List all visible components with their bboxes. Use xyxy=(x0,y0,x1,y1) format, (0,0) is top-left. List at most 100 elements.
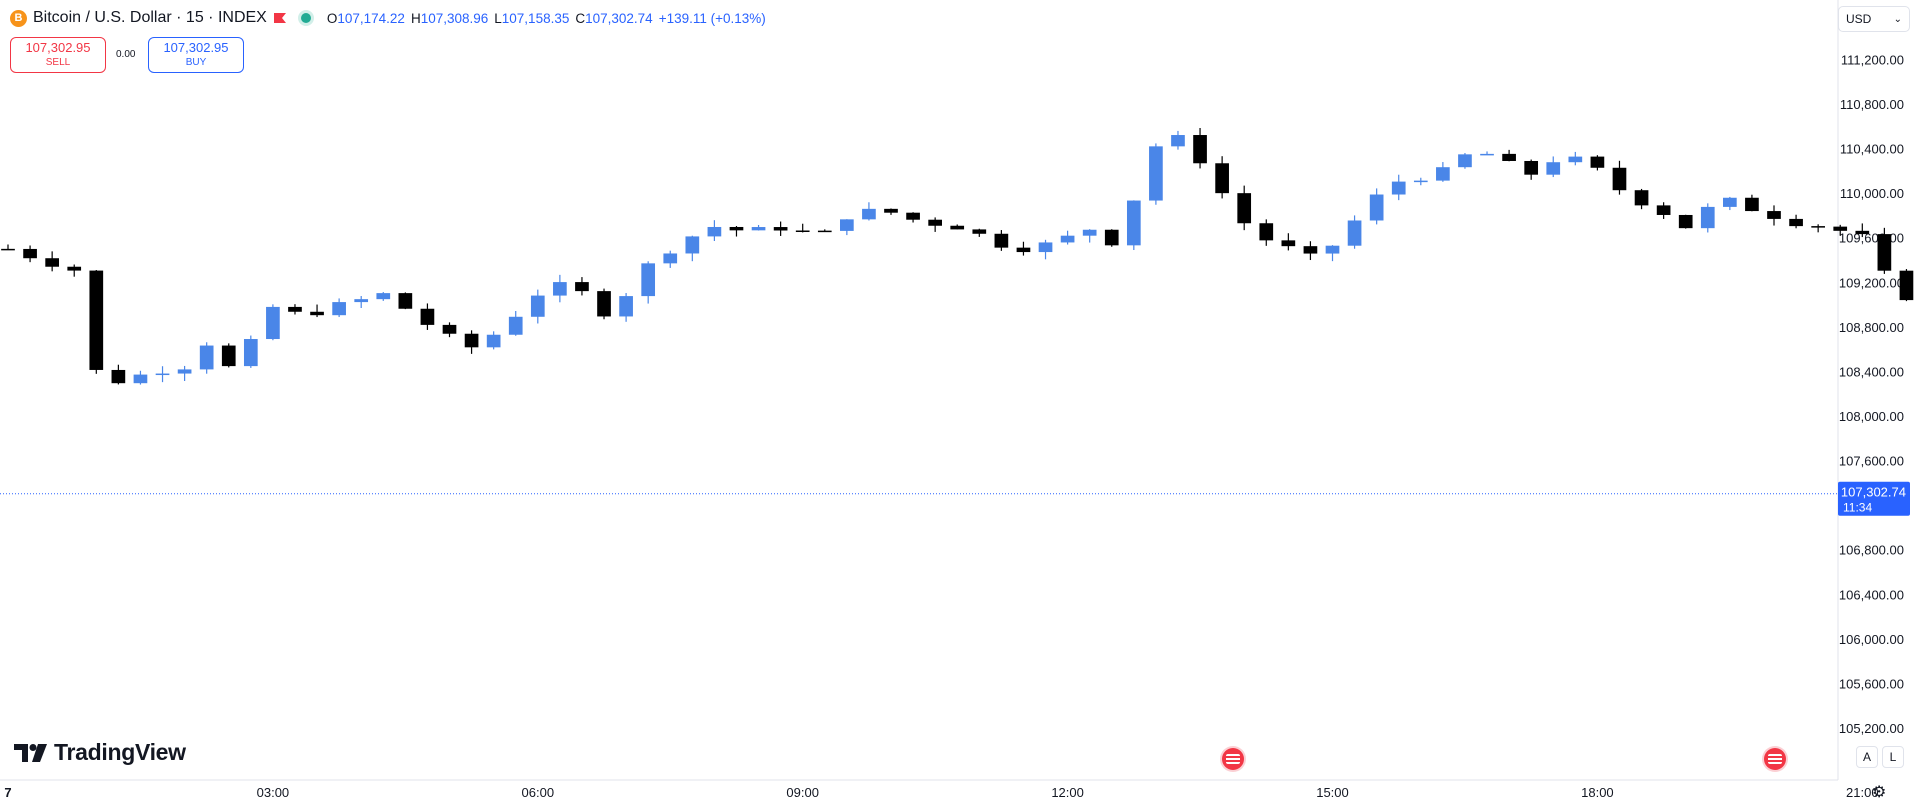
candle-body[interactable] xyxy=(67,266,82,271)
candle-body[interactable] xyxy=(685,236,700,254)
candle-body[interactable] xyxy=(1546,162,1561,175)
candle-body[interactable] xyxy=(817,230,832,233)
candle-body[interactable] xyxy=(221,345,236,367)
candle-body[interactable] xyxy=(1,248,15,251)
candle-body[interactable] xyxy=(1877,234,1892,271)
candle-body[interactable] xyxy=(1237,193,1252,224)
candle-body[interactable] xyxy=(530,295,545,317)
candle-body[interactable] xyxy=(1899,270,1914,301)
candle-body[interactable] xyxy=(111,369,126,384)
candle-body[interactable] xyxy=(575,282,589,292)
candle-body[interactable] xyxy=(1391,181,1406,195)
candle-body[interactable] xyxy=(1590,156,1605,168)
candle-body[interactable] xyxy=(1855,230,1870,235)
candle-body[interactable] xyxy=(1082,229,1097,236)
candle-body[interactable] xyxy=(1480,153,1494,156)
candle-body[interactable] xyxy=(1325,245,1340,254)
candle-body[interactable] xyxy=(1458,154,1472,168)
economic-event-us-flag-icon[interactable] xyxy=(1222,748,1244,770)
candle-body[interactable] xyxy=(177,369,192,374)
candle-body[interactable] xyxy=(332,302,346,316)
candle-body[interactable] xyxy=(663,253,678,264)
candle-body[interactable] xyxy=(1149,146,1163,201)
candle-body[interactable] xyxy=(1104,229,1119,246)
candle-body[interactable] xyxy=(597,291,611,317)
candle-body[interactable] xyxy=(1678,214,1693,229)
candle-body[interactable] xyxy=(1656,205,1671,215)
candle-body[interactable] xyxy=(376,293,391,300)
candle-body[interactable] xyxy=(1281,240,1296,247)
candle-body[interactable] xyxy=(641,263,656,297)
candle-body[interactable] xyxy=(442,324,457,334)
candle-body[interactable] xyxy=(155,373,170,376)
candle-body[interactable] xyxy=(1215,163,1229,194)
candle-body[interactable] xyxy=(23,248,37,259)
candle-body[interactable] xyxy=(1016,247,1031,253)
candle-body[interactable] xyxy=(133,374,148,384)
candle-body[interactable] xyxy=(1347,220,1362,246)
candle-body[interactable] xyxy=(1700,206,1715,229)
candle-body[interactable] xyxy=(398,293,413,309)
candle-body[interactable] xyxy=(1811,226,1825,228)
candle-body[interactable] xyxy=(1634,190,1649,206)
candle-body[interactable] xyxy=(1126,200,1141,246)
candle-body[interactable] xyxy=(1193,135,1207,164)
symbol-title[interactable]: Bitcoin / U.S. Dollar · 15 · INDEX xyxy=(33,9,267,26)
candle-body[interactable] xyxy=(1524,160,1539,175)
candle-body[interactable] xyxy=(1369,194,1384,221)
candle-body[interactable] xyxy=(464,333,479,348)
candle-body[interactable] xyxy=(508,316,523,335)
candle-body[interactable] xyxy=(906,212,920,220)
candle-body[interactable] xyxy=(795,230,810,233)
candle-body[interactable] xyxy=(486,334,501,348)
candle-body[interactable] xyxy=(1436,167,1450,181)
auto-scale-button[interactable]: A xyxy=(1856,746,1878,768)
tradingview-logo[interactable]: TradingView xyxy=(14,739,186,766)
flag-icon[interactable] xyxy=(273,12,287,24)
candle-body[interactable] xyxy=(1060,235,1075,243)
candle-body[interactable] xyxy=(1767,211,1781,219)
currency-select[interactable]: USD ⌄ xyxy=(1838,6,1910,32)
candle-body[interactable] xyxy=(707,226,722,237)
candle-body[interactable] xyxy=(928,219,942,226)
candle-body[interactable] xyxy=(1612,167,1627,191)
candle-body[interactable] xyxy=(420,308,435,325)
candle-body[interactable] xyxy=(1723,197,1737,207)
candle-body[interactable] xyxy=(619,296,633,317)
economic-event-us-flag-icon[interactable] xyxy=(1764,748,1786,770)
candle-body[interactable] xyxy=(266,306,280,340)
candle-body[interactable] xyxy=(840,219,854,231)
candle-body[interactable] xyxy=(1413,180,1428,183)
candle-body[interactable] xyxy=(1303,246,1318,254)
candle-body[interactable] xyxy=(310,311,324,316)
candle-body[interactable] xyxy=(1789,218,1803,227)
candle-body[interactable] xyxy=(729,226,744,231)
candle-body[interactable] xyxy=(1259,223,1274,241)
buy-button[interactable]: 107,302.95 BUY xyxy=(148,37,244,73)
candle-body[interactable] xyxy=(950,225,965,230)
candle-body[interactable] xyxy=(751,227,766,231)
candle-body[interactable] xyxy=(199,345,214,370)
candle-body[interactable] xyxy=(1745,197,1759,212)
candle-body[interactable] xyxy=(1568,156,1583,163)
sell-button[interactable]: 107,302.95 SELL xyxy=(10,37,106,73)
candle-body[interactable] xyxy=(89,270,104,370)
gear-icon[interactable]: ⚙ xyxy=(1872,784,1887,801)
candle-body[interactable] xyxy=(1502,153,1516,161)
candle-body[interactable] xyxy=(862,208,876,220)
candle-body[interactable] xyxy=(1038,242,1053,253)
candle-body[interactable] xyxy=(994,233,1009,248)
candle-body[interactable] xyxy=(1833,226,1848,231)
candle-body[interactable] xyxy=(972,229,987,234)
candle-body[interactable] xyxy=(1171,135,1185,147)
candle-body[interactable] xyxy=(553,282,567,296)
log-scale-button[interactable]: L xyxy=(1882,746,1904,768)
candle-body[interactable] xyxy=(773,227,788,231)
candle-body[interactable] xyxy=(243,339,258,367)
candle-body[interactable] xyxy=(354,299,369,303)
candle-body[interactable] xyxy=(288,306,302,312)
candle-body[interactable] xyxy=(884,208,898,213)
candle-body[interactable] xyxy=(45,258,59,267)
